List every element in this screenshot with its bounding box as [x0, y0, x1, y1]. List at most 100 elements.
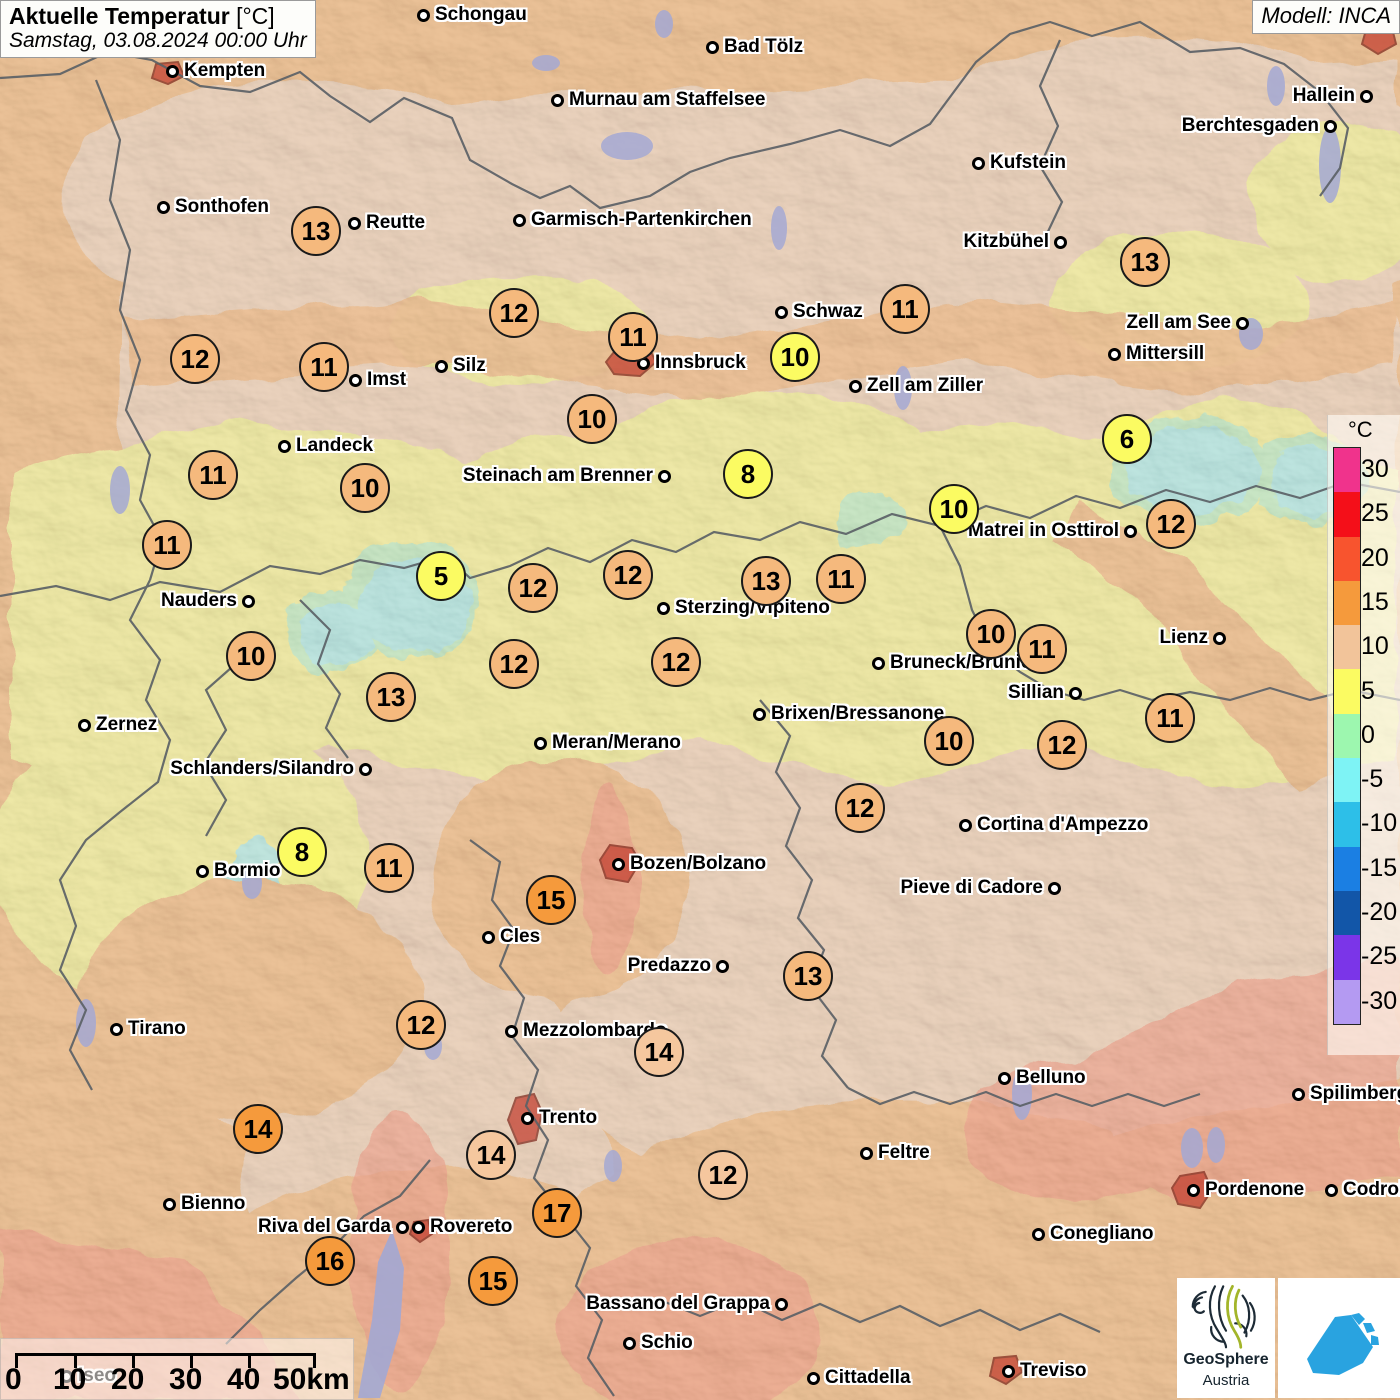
temperature-station[interactable]: 15 [526, 875, 576, 925]
temperature-station[interactable]: 11 [880, 284, 930, 334]
city-marker[interactable]: Mittersill [1108, 343, 1204, 365]
city-marker[interactable]: Innsbruck [637, 352, 746, 374]
temperature-station[interactable]: 12 [170, 334, 220, 384]
city-marker[interactable]: Treviso [1002, 1360, 1087, 1382]
city-marker[interactable]: Riva del Garda [258, 1216, 409, 1238]
city-marker[interactable]: Kempten [166, 60, 265, 82]
temperature-station[interactable]: 11 [608, 312, 658, 362]
temperature-station[interactable]: 6 [1102, 414, 1152, 464]
city-marker[interactable]: Spilimbergo [1292, 1083, 1400, 1105]
temperature-station[interactable]: 13 [783, 951, 833, 1001]
temperature-station[interactable]: 13 [741, 556, 791, 606]
temperature-station[interactable]: 12 [508, 563, 558, 613]
temperature-station[interactable]: 10 [966, 609, 1016, 659]
city-marker[interactable]: Pordenone [1187, 1179, 1304, 1201]
temperature-station[interactable]: 11 [816, 554, 866, 604]
city-marker[interactable]: Sillian [1008, 682, 1082, 704]
temperature-station[interactable]: 11 [142, 520, 192, 570]
temperature-station[interactable]: 14 [233, 1104, 283, 1154]
geosphere-name: GeoSphere [1183, 1351, 1269, 1368]
temperature-station[interactable]: 11 [299, 342, 349, 392]
temperature-station[interactable]: 12 [1037, 720, 1087, 770]
temperature-station[interactable]: 17 [532, 1188, 582, 1238]
temperature-station[interactable]: 13 [1120, 237, 1170, 287]
city-marker[interactable]: Conegliano [1032, 1223, 1153, 1245]
city-marker[interactable]: Cittadella [807, 1367, 911, 1389]
city-marker[interactable]: Steinach am Brenner [463, 465, 671, 487]
city-marker[interactable]: Meran/Merano [534, 732, 681, 754]
city-marker[interactable]: Bruneck/Brunico [872, 652, 1043, 674]
temperature-station[interactable]: 12 [835, 783, 885, 833]
temperature-station[interactable]: 11 [188, 450, 238, 500]
city-marker[interactable]: Predazzo [628, 955, 729, 977]
city-marker[interactable]: Mezzolombardo [505, 1020, 667, 1042]
city-marker[interactable]: Sonthofen [157, 196, 269, 218]
city-marker[interactable]: Berchtesgaden [1182, 115, 1337, 137]
city-dot-icon [658, 469, 671, 483]
city-marker[interactable]: Schongau [417, 4, 527, 26]
temperature-station[interactable]: 12 [396, 1000, 446, 1050]
city-marker[interactable]: Silz [435, 355, 486, 377]
city-marker[interactable]: Sterzing/Vipiteno [657, 597, 830, 619]
city-dot-icon [706, 40, 719, 54]
city-marker[interactable]: Bassano del Grappa [586, 1293, 788, 1315]
temperature-station[interactable]: 12 [489, 639, 539, 689]
legend-swatch [1334, 492, 1360, 537]
temperature-station[interactable]: 12 [651, 637, 701, 687]
city-marker[interactable]: Schio [623, 1332, 693, 1354]
city-marker[interactable]: Cortina d'Ampezzo [959, 814, 1148, 836]
city-marker[interactable]: Zell am Ziller [849, 375, 983, 397]
city-marker[interactable]: Zell am See [1126, 312, 1249, 334]
city-marker[interactable]: Bad Tölz [706, 36, 803, 58]
temperature-station[interactable]: 12 [489, 288, 539, 338]
city-marker[interactable]: Garmisch-Partenkirchen [513, 209, 752, 231]
city-marker[interactable]: Matrei in Osttirol [968, 520, 1137, 542]
city-marker[interactable]: Feltre [860, 1142, 930, 1164]
temperature-station[interactable]: 5 [416, 551, 466, 601]
city-marker[interactable]: Schlanders/Silandro [170, 758, 372, 780]
temperature-station[interactable]: 14 [466, 1130, 516, 1180]
temperature-station[interactable]: 10 [929, 484, 979, 534]
city-marker[interactable]: Bormio [196, 860, 281, 882]
city-marker[interactable]: Trento [521, 1107, 597, 1129]
city-marker[interactable]: Reutte [348, 212, 425, 234]
city-marker[interactable]: Nauders [161, 590, 255, 612]
city-marker[interactable]: Murnau am Staffelsee [551, 89, 765, 111]
city-marker[interactable]: Cles [482, 926, 540, 948]
city-marker[interactable]: Brixen/Bressanone [753, 703, 944, 725]
city-marker[interactable]: Kufstein [972, 152, 1066, 174]
temperature-station[interactable]: 12 [698, 1150, 748, 1200]
city-marker[interactable]: Kitzbühel [964, 231, 1067, 253]
temperature-station[interactable]: 13 [366, 672, 416, 722]
city-marker[interactable]: Pieve di Cadore [900, 877, 1061, 899]
city-marker[interactable]: Zernez [78, 714, 157, 736]
temperature-station[interactable]: 10 [924, 716, 974, 766]
temperature-station[interactable]: 10 [770, 332, 820, 382]
temperature-station[interactable]: 16 [305, 1236, 355, 1286]
temperature-station[interactable]: 13 [291, 206, 341, 256]
city-marker[interactable]: Tirano [110, 1018, 186, 1040]
temperature-station[interactable]: 8 [723, 449, 773, 499]
temperature-station[interactable]: 11 [364, 843, 414, 893]
legend-tick-label: -5 [1361, 765, 1384, 794]
temperature-station[interactable]: 12 [603, 550, 653, 600]
temperature-station[interactable]: 12 [1146, 499, 1196, 549]
city-marker[interactable]: Schwaz [775, 301, 863, 323]
temperature-station[interactable]: 11 [1145, 693, 1195, 743]
temperature-station[interactable]: 8 [277, 827, 327, 877]
city-marker[interactable]: Lienz [1159, 627, 1226, 649]
temperature-station[interactable]: 15 [468, 1256, 518, 1306]
temperature-station[interactable]: 14 [634, 1027, 684, 1077]
temperature-station[interactable]: 10 [567, 394, 617, 444]
city-marker[interactable]: Belluno [998, 1067, 1086, 1089]
city-marker[interactable]: Imst [349, 369, 406, 391]
city-marker[interactable]: Bienno [163, 1193, 245, 1215]
city-marker[interactable]: Rovereto [412, 1216, 512, 1238]
city-marker[interactable]: Landeck [278, 435, 373, 457]
city-marker[interactable]: Bozen/Bolzano [612, 853, 766, 875]
temperature-station[interactable]: 11 [1017, 624, 1067, 674]
city-marker[interactable]: Hallein [1293, 85, 1373, 107]
temperature-station[interactable]: 10 [340, 463, 390, 513]
city-marker[interactable]: Codroipo [1325, 1179, 1400, 1201]
temperature-station[interactable]: 10 [226, 631, 276, 681]
